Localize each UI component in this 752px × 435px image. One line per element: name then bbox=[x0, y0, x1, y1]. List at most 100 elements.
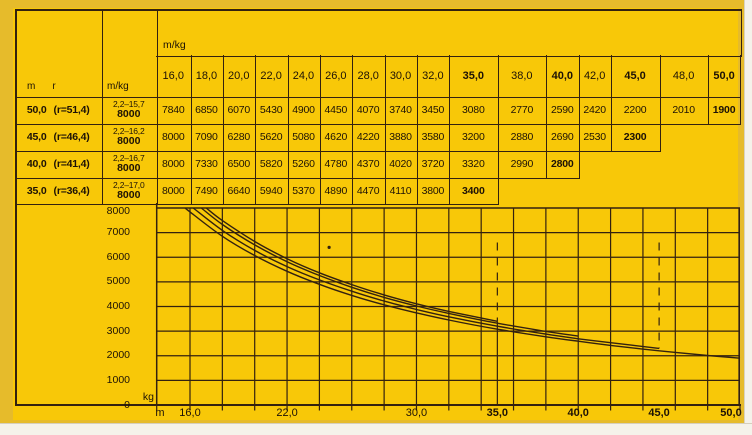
capacity-cell: 2420 bbox=[578, 96, 613, 125]
radius-range: 2,2–17,0 bbox=[113, 180, 145, 191]
capacity-cell: 3080 bbox=[448, 96, 499, 125]
column-header-45-0: 45,0 bbox=[610, 55, 661, 98]
capacity-cell: 3880 bbox=[384, 123, 418, 152]
capacity-cell: 2770 bbox=[497, 96, 548, 125]
capacity-cell: 7330 bbox=[190, 150, 224, 179]
max-capacity: 8000 bbox=[117, 188, 141, 201]
capacity-cell: 4070 bbox=[351, 96, 386, 125]
capacity-cell: 8000 bbox=[156, 150, 192, 179]
row-boom-label: 50,0 (r=51,4) bbox=[15, 96, 103, 125]
capacity-cell: 5080 bbox=[287, 123, 321, 152]
radius-range: 2,2–16,2 bbox=[113, 126, 145, 137]
column-header-18-0: 18,0 bbox=[190, 55, 224, 98]
header-r-label: r bbox=[52, 80, 56, 92]
capacity-cell: 3800 bbox=[416, 177, 451, 205]
max-capacity: 8000 bbox=[117, 162, 141, 175]
row-boom-label: 40,0 (r=41,4) bbox=[15, 150, 103, 179]
row-range-max: 2,2–17,0 8000 bbox=[101, 177, 158, 205]
capacity-cell: 5370 bbox=[287, 177, 321, 205]
column-header-48-0: 48,0 bbox=[659, 55, 710, 98]
boom-radius: (r=36,4) bbox=[53, 184, 90, 197]
capacity-cell: 1900 bbox=[707, 96, 742, 125]
column-header-28-0: 28,0 bbox=[351, 55, 386, 98]
capacity-cell: 2880 bbox=[497, 123, 548, 152]
x-axis-label-45-0: 45,0 bbox=[648, 407, 670, 419]
y-axis-unit-label: kg bbox=[142, 391, 154, 403]
x-axis-unit-label: m bbox=[155, 407, 165, 419]
capacity-cell: 2690 bbox=[545, 123, 580, 152]
y-axis-label-0: 0 bbox=[124, 398, 130, 411]
radius-range: 2,2–16,7 bbox=[113, 153, 145, 164]
capacity-cell: 8000 bbox=[156, 123, 192, 152]
column-header-38-0: 38,0 bbox=[497, 55, 548, 98]
capacity-cell: 4780 bbox=[319, 150, 354, 179]
column-header-26-0: 26,0 bbox=[319, 55, 354, 98]
boom-radius: (r=46,4) bbox=[53, 130, 90, 143]
capacity-cell: 2530 bbox=[578, 123, 613, 152]
capacity-cell: 3400 bbox=[448, 177, 499, 205]
x-axis-label-22-0: 22,0 bbox=[276, 407, 298, 419]
capacity-cell: 5430 bbox=[254, 96, 289, 125]
capacity-cell: 6850 bbox=[190, 96, 224, 125]
boom-radius: (r=41,4) bbox=[53, 157, 90, 170]
capacity-cell: 5820 bbox=[254, 150, 289, 179]
x-axis-label-30-0: 30,0 bbox=[405, 407, 428, 419]
x-axis-label-16-0: 16,0 bbox=[179, 407, 201, 419]
capacity-cell: 2010 bbox=[659, 96, 710, 125]
capacity-cell: 3450 bbox=[416, 96, 451, 125]
page-edge-bottom bbox=[0, 423, 752, 435]
max-capacity: 8000 bbox=[117, 135, 141, 148]
capacity-cell: 5940 bbox=[254, 177, 289, 205]
panel-margin-left bbox=[0, 0, 13, 423]
column-header-30-0: 30,0 bbox=[384, 55, 418, 98]
column-header-42-0: 42,0 bbox=[578, 55, 613, 98]
max-capacity: 8000 bbox=[117, 108, 141, 121]
panel-margin-bottom bbox=[0, 420, 744, 423]
panel-margin-top bbox=[0, 0, 744, 8]
x-axis-label-50-0: 50,0 bbox=[720, 407, 742, 419]
panel-margin-right bbox=[738, 0, 744, 423]
column-header-40-0: 40,0 bbox=[545, 55, 580, 98]
y-axis-label-3000: 3000 bbox=[106, 324, 130, 337]
capacity-cell: 5260 bbox=[287, 150, 321, 179]
y-axis-label-5000: 5000 bbox=[106, 275, 130, 288]
column-header-24-0: 24,0 bbox=[287, 55, 321, 98]
capacity-cell: 7490 bbox=[190, 177, 224, 205]
radius-unit-label: m/kg bbox=[163, 38, 186, 51]
capacity-cell: 3200 bbox=[448, 123, 499, 152]
capacity-cell: 2200 bbox=[610, 96, 661, 125]
y-axis-label-7000: 7000 bbox=[106, 226, 130, 239]
row-boom-label: 45,0 (r=46,4) bbox=[15, 123, 103, 152]
capacity-cell: 2990 bbox=[497, 150, 548, 179]
radius-range: 2,2–15,7 bbox=[113, 99, 145, 110]
header-m-label: m bbox=[27, 80, 36, 92]
capacity-cell: 4450 bbox=[319, 96, 354, 125]
radius-header-group: m/kg bbox=[156, 9, 742, 57]
row-range-max: 2,2–16,7 8000 bbox=[101, 150, 158, 179]
capacity-cell: 2300 bbox=[610, 123, 661, 152]
column-header-32-0: 32,0 bbox=[416, 55, 451, 98]
capacity-cell: 4890 bbox=[319, 177, 354, 205]
column-header-20-0: 20,0 bbox=[222, 55, 257, 98]
capacity-cell: 4220 bbox=[351, 123, 386, 152]
y-axis-label-1000: 1000 bbox=[106, 373, 130, 386]
boom-radius: (r=51,4) bbox=[53, 103, 90, 116]
capacity-cell: 4020 bbox=[384, 150, 418, 179]
capacity-cell: 7090 bbox=[190, 123, 224, 152]
corner-header-mkg: m/kg bbox=[101, 9, 158, 98]
capacity-cell: 6640 bbox=[222, 177, 257, 205]
capacity-cell: 2590 bbox=[545, 96, 580, 125]
row-range-max: 2,2–15,7 8000 bbox=[101, 96, 158, 125]
capacity-cell: 3720 bbox=[416, 150, 451, 179]
capacity-cell: 3320 bbox=[448, 150, 499, 179]
boom-length: 50,0 bbox=[26, 103, 47, 116]
column-header-50-0: 50,0 bbox=[707, 55, 742, 98]
y-axis-label-2000: 2000 bbox=[106, 349, 130, 362]
capacity-cell: 4620 bbox=[319, 123, 354, 152]
capacity-cell: 3740 bbox=[384, 96, 418, 125]
capacity-cell: 6500 bbox=[222, 150, 257, 179]
x-axis-label-40-0: 40,0 bbox=[567, 407, 589, 419]
y-axis-label-8000: 8000 bbox=[106, 205, 130, 217]
